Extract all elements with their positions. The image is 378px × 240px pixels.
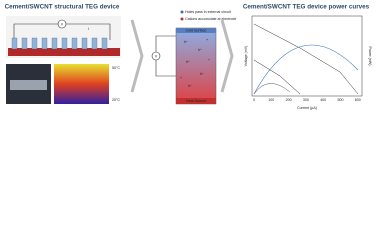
cation: +: [206, 38, 208, 42]
x-tick-label: 0: [253, 98, 255, 102]
x-tick-label: 100: [268, 98, 274, 102]
hole: h⁺: [198, 48, 202, 52]
thermal-image: [54, 64, 109, 104]
arrow: [130, 19, 144, 93]
x-tick-label: 500: [338, 98, 344, 102]
legend-dot: [180, 10, 184, 14]
y2-label: Power (nW): [368, 47, 372, 66]
curve: [253, 59, 301, 95]
voltmeter: [57, 19, 67, 29]
x-tick-label: 400: [320, 98, 326, 102]
current-label: I: [88, 27, 89, 31]
voltmeter-label: V: [155, 54, 158, 58]
x-ticks: 0 100 200 300 400 500 600: [253, 98, 361, 102]
legend-dot: [180, 17, 184, 21]
arrow: [220, 19, 234, 93]
teg-device: V I: [6, 16, 121, 58]
cation: +: [180, 76, 182, 80]
x-tick-label: 300: [303, 98, 309, 102]
cation: +: [208, 58, 210, 62]
x-tick-label: 200: [286, 98, 292, 102]
voltmeter-label: V: [61, 22, 64, 26]
left-title: Cement/SWCNT structural TEG device: [5, 4, 120, 11]
y-label: Voltage (mV): [244, 46, 248, 67]
cell: [175, 27, 217, 105]
substrate: [8, 48, 120, 56]
x-label: Current (µA): [297, 106, 317, 110]
curve: [253, 83, 291, 95]
hot-plate: [176, 98, 216, 104]
charges: h⁺ h⁺ h⁺ h⁺ h⁺ + + +: [180, 38, 210, 88]
cold-plate: [176, 28, 216, 33]
legs: [11, 37, 108, 50]
curve: [253, 23, 359, 95]
x-tick-label: 600: [355, 98, 361, 102]
hole: h⁺: [184, 40, 188, 44]
plot-frame: [251, 15, 363, 97]
hole: h⁺: [188, 84, 192, 88]
hot-label: 50°C: [112, 66, 120, 70]
cold-label: 20°C: [112, 98, 120, 102]
right-title: Cement/SWCNT TEG device power curves: [243, 4, 370, 11]
hole: h⁺: [186, 60, 190, 64]
graphical-abstract: Cement/SWCNT structural TEG device V I 5…: [5, 4, 372, 110]
hole: h⁺: [200, 72, 204, 76]
legend-text: Holes pass in external circuit: [185, 10, 231, 14]
voltmeter: [151, 51, 161, 61]
photo-samples: [10, 80, 47, 90]
heat-label: Heat Source: [186, 99, 206, 103]
cold-label: Cold Surface: [186, 29, 207, 33]
legend-text: Cations accumulate at electrode: [185, 17, 236, 21]
curve: [253, 44, 359, 95]
